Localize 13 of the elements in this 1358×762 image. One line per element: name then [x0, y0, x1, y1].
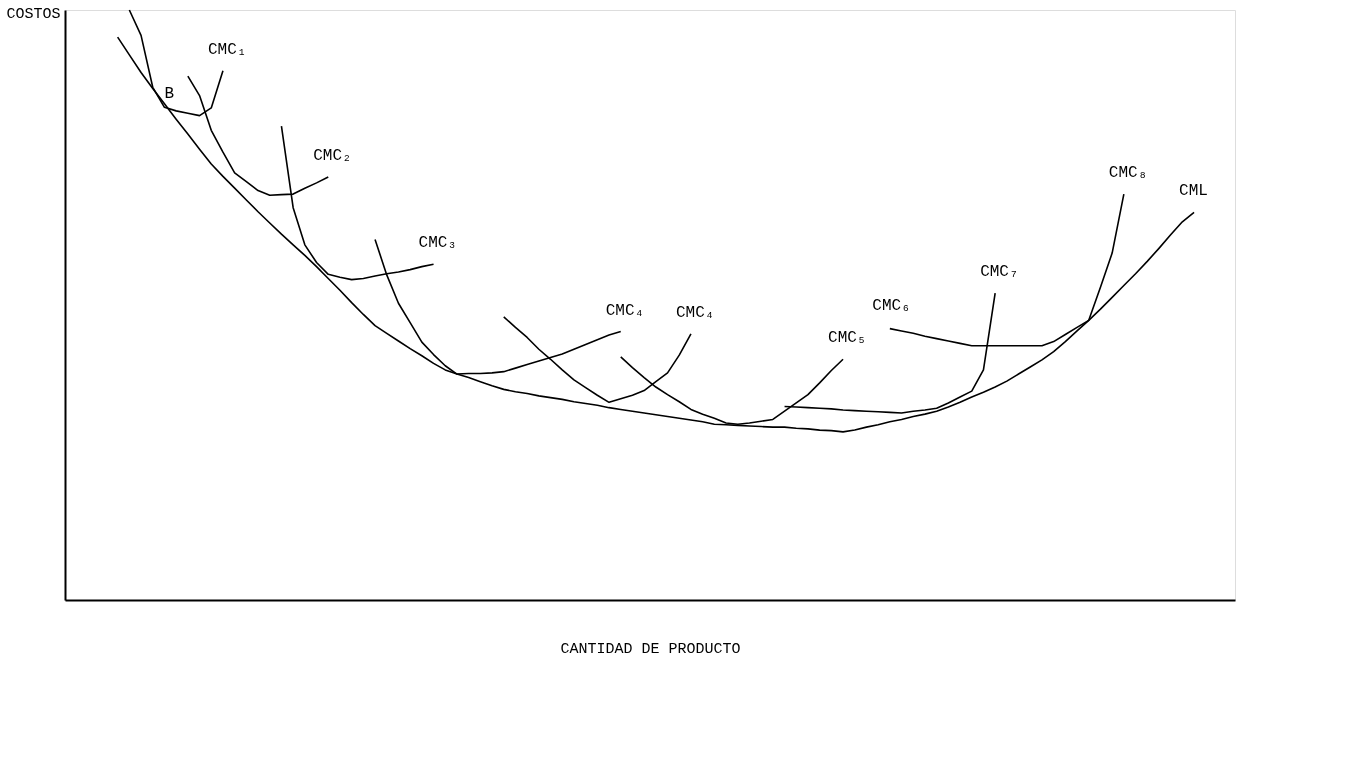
annotation: CMC₆ — [872, 297, 911, 315]
x-axis-title: CANTIDAD DE PRODUCTO — [560, 640, 741, 658]
series-label: CMC₂ — [313, 146, 352, 165]
series-label: CMC₇ — [980, 263, 1019, 282]
series-label: CMC₄ — [605, 301, 645, 320]
series-label: CMC₃ — [418, 234, 457, 253]
series-label: CMC₈ — [1108, 164, 1148, 183]
annotation: B — [164, 84, 175, 103]
series-label: CMC₄ — [675, 303, 715, 322]
series-label: CMC₅ — [828, 329, 867, 348]
series-label: CML — [1179, 182, 1208, 201]
series-label: CMC₁ — [207, 40, 247, 59]
y-axis-title: COSTOS — [6, 5, 61, 23]
